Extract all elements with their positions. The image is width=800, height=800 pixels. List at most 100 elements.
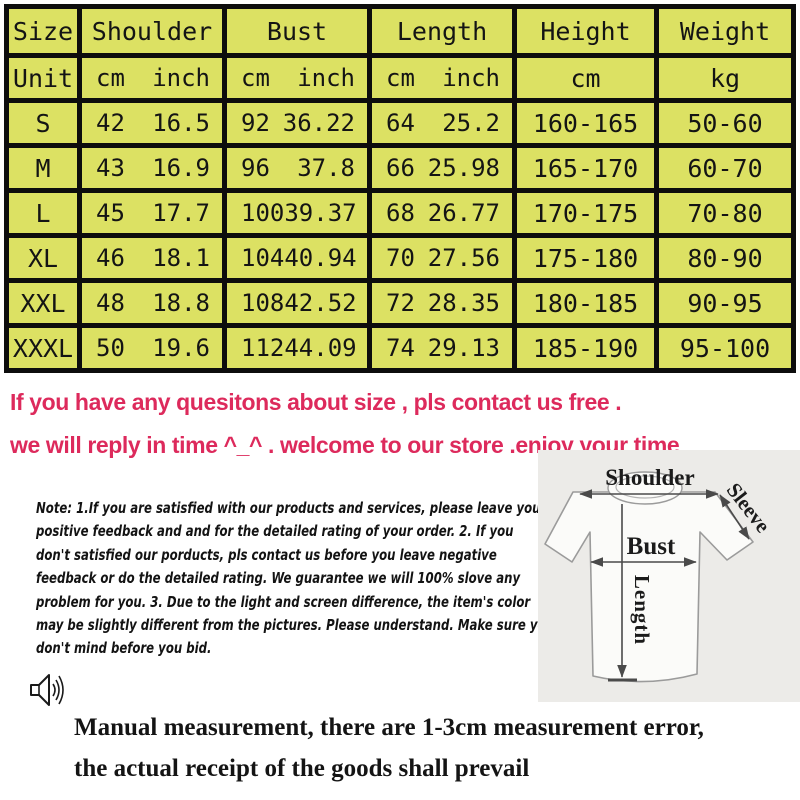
seller-note-line: don't satisfied our porducts, pls contac…: [36, 545, 497, 564]
length-inch-value: 25.2: [442, 109, 500, 137]
seller-note: Note: 1.If you are satisfied with our pr…: [36, 497, 554, 661]
length-inch-value: 28.35: [427, 289, 500, 317]
cell-shoulder: 48 18.8: [82, 283, 222, 323]
measurement-disclaimer: Manual measurement, there are 1-3cm meas…: [74, 707, 704, 789]
header-length: Length: [372, 9, 512, 53]
seller-note-line: feedback or do the detailed rating. We g…: [36, 569, 521, 588]
cell-height: 160-165: [517, 103, 654, 143]
bust-cm-value: 100: [241, 199, 285, 227]
contact-message-line1: If you have any quesitons about size , p…: [10, 389, 622, 415]
length-inch-value: 25.98: [427, 154, 500, 182]
sleeve-arrow: [719, 494, 750, 540]
measurement-disclaimer-line2: the actual receipt of the goods shall pr…: [74, 755, 530, 782]
bust-cm-value: 96: [241, 154, 270, 182]
shoulder-label: Shoulder: [605, 465, 694, 490]
cell-size: L: [9, 193, 77, 233]
cell-weight: 60-70: [659, 148, 791, 188]
size-chart-table: Size Shoulder Bust Length Height Weight …: [4, 4, 796, 373]
speaker-icon: [30, 674, 64, 706]
seller-note-line: problem for you. 3. Due to the light and…: [36, 592, 531, 611]
measurement-disclaimer-line1: Manual measurement, there are 1-3cm meas…: [74, 714, 704, 741]
shoulder-cm-value: 50: [96, 334, 125, 362]
unit-bust-inch: inch: [297, 64, 355, 92]
cell-size: S: [9, 103, 77, 143]
unit-length-cm: cm: [386, 64, 415, 92]
bust-cm-value: 112: [241, 334, 285, 362]
header-shoulder: Shoulder: [82, 9, 222, 53]
cell-height: 165-170: [517, 148, 654, 188]
cell-shoulder: 46 18.1: [82, 238, 222, 278]
bust-inch-value: 36.22: [282, 109, 355, 137]
shoulder-inch-value: 16.5: [152, 109, 210, 137]
shoulder-cm-value: 48: [96, 289, 125, 317]
seller-note-line: may be slightly different from the pictu…: [36, 616, 554, 635]
bust-inch-value: 42.52: [284, 289, 357, 317]
length-cm-value: 68: [386, 199, 415, 227]
length-cm-value: 74: [386, 334, 415, 362]
unit-label: Unit: [9, 58, 77, 98]
cell-size: XXXL: [9, 328, 77, 368]
cell-shoulder: 43 16.9: [82, 148, 222, 188]
bust-cm-value: 104: [241, 244, 285, 272]
bust-label: Bust: [627, 533, 676, 560]
bust-inch-value: 40.94: [284, 244, 357, 272]
cell-weight: 80-90: [659, 238, 791, 278]
length-cm-value: 72: [386, 289, 415, 317]
cell-shoulder: 42 16.5: [82, 103, 222, 143]
header-height: Height: [517, 9, 654, 53]
cell-height: 185-190: [517, 328, 654, 368]
shoulder-inch-value: 18.8: [152, 289, 210, 317]
shoulder-cm-value: 45: [96, 199, 125, 227]
length-cm-value: 70: [386, 244, 415, 272]
unit-weight: kg: [659, 58, 791, 98]
bust-inch-value: 39.37: [284, 199, 357, 227]
cell-bust: 100 39.37: [227, 193, 367, 233]
shoulder-inch-value: 17.7: [152, 199, 210, 227]
unit-bust: cm inch: [227, 58, 367, 98]
cell-weight: 70-80: [659, 193, 791, 233]
bust-cm-value: 108: [241, 289, 285, 317]
bust-inch-value: 44.09: [284, 334, 357, 362]
shoulder-inch-value: 19.6: [152, 334, 210, 362]
cell-height: 175-180: [517, 238, 654, 278]
cell-height: 170-175: [517, 193, 654, 233]
length-inch-value: 27.56: [427, 244, 500, 272]
header-size: Size: [9, 9, 77, 53]
cell-length: 64 25.2: [372, 103, 512, 143]
length-cm-value: 64: [386, 109, 415, 137]
shoulder-cm-value: 46: [96, 244, 125, 272]
header-bust: Bust: [227, 9, 367, 53]
unit-length: cm inch: [372, 58, 512, 98]
unit-height: cm: [517, 58, 654, 98]
cell-shoulder: 50 19.6: [82, 328, 222, 368]
length-label: Length: [630, 575, 654, 645]
header-weight: Weight: [659, 9, 791, 53]
cell-bust: 92 36.22: [227, 103, 367, 143]
unit-shoulder-cm: cm: [96, 64, 125, 92]
cell-bust: 112 44.09: [227, 328, 367, 368]
cell-length: 72 28.35: [372, 283, 512, 323]
cell-bust: 108 42.52: [227, 283, 367, 323]
unit-length-inch: inch: [442, 64, 500, 92]
cell-height: 180-185: [517, 283, 654, 323]
seller-note-line: Note: 1.If you are satisfied with our pr…: [36, 499, 547, 517]
length-inch-value: 26.77: [427, 199, 500, 227]
bust-cm-value: 92: [241, 109, 270, 137]
cell-length: 66 25.98: [372, 148, 512, 188]
unit-shoulder: cm inch: [82, 58, 222, 98]
cell-length: 68 26.77: [372, 193, 512, 233]
length-cm-value: 66: [386, 154, 415, 182]
seller-note-line: positive feedback and and for the detail…: [36, 522, 514, 541]
shoulder-inch-value: 18.1: [152, 244, 210, 272]
cell-weight: 95-100: [659, 328, 791, 368]
cell-bust: 104 40.94: [227, 238, 367, 278]
shoulder-inch-value: 16.9: [152, 154, 210, 182]
tshirt-outline: [544, 491, 754, 683]
bust-inch-value: 37.8: [297, 154, 355, 182]
shoulder-cm-value: 42: [96, 109, 125, 137]
cell-length: 74 29.13: [372, 328, 512, 368]
cell-shoulder: 45 17.7: [82, 193, 222, 233]
cell-length: 70 27.56: [372, 238, 512, 278]
cell-weight: 90-95: [659, 283, 791, 323]
length-inch-value: 29.13: [427, 334, 500, 362]
